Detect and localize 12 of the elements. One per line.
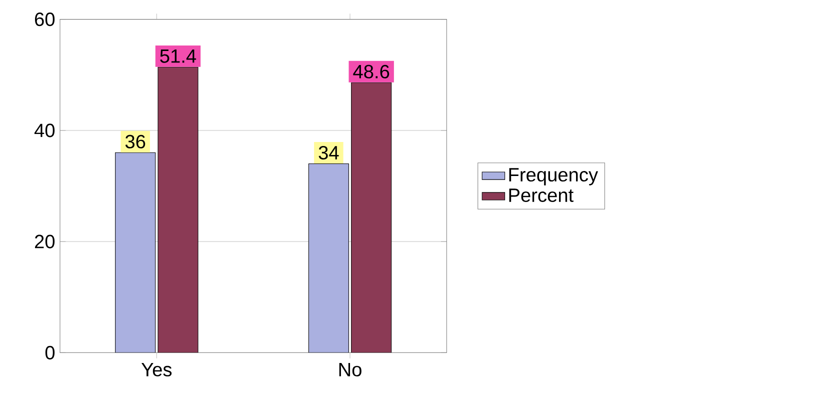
data-label: 51.4 bbox=[160, 50, 196, 63]
legend-label: Frequency bbox=[509, 168, 598, 186]
data-label: 34 bbox=[318, 146, 339, 160]
data-label: 36 bbox=[125, 134, 146, 148]
y-tick-label: 0 bbox=[45, 346, 55, 360]
y-tick-label: 60 bbox=[35, 12, 55, 26]
x-tick-label: No bbox=[339, 363, 362, 376]
legend-label: Percent bbox=[509, 188, 574, 202]
x-tick-label: Yes bbox=[141, 363, 172, 376]
y-tick-label: 20 bbox=[34, 234, 55, 248]
data-label: 48.6 bbox=[353, 64, 390, 78]
y-tick-label: 40 bbox=[34, 124, 55, 138]
